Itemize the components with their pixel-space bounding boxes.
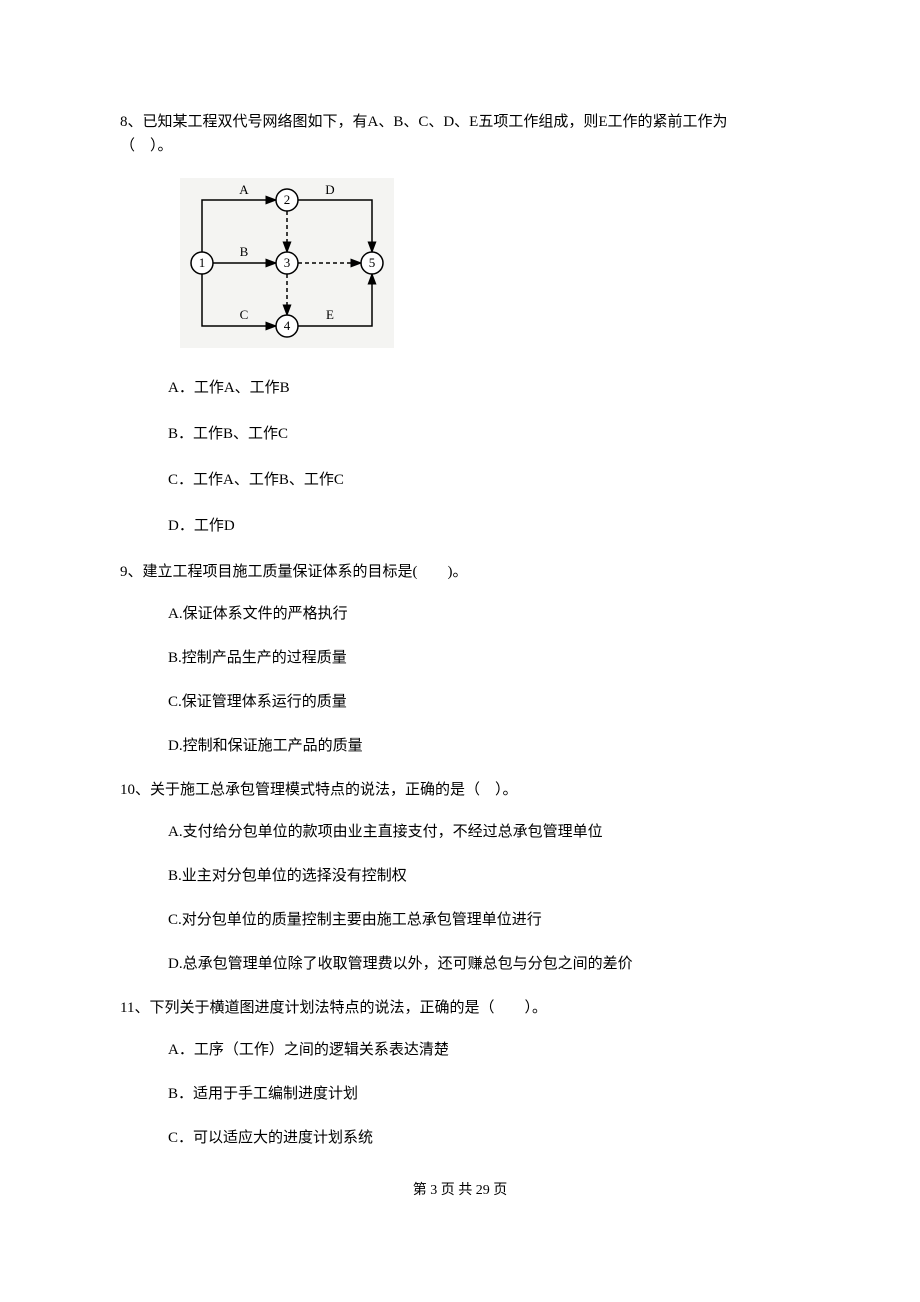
svg-text:4: 4 bbox=[284, 318, 291, 333]
q10-option-d: D.总承包管理单位除了收取管理费以外，还可赚总包与分包之间的差价 bbox=[168, 952, 800, 976]
q8-option-b: B．工作B、工作C bbox=[168, 422, 800, 446]
q10-stem: 10、关于施工总承包管理模式特点的说法，正确的是（ ）。 bbox=[120, 778, 800, 802]
q11-option-a: A．工序（工作）之间的逻辑关系表达清楚 bbox=[168, 1038, 800, 1062]
q9-option-c: C.保证管理体系运行的质量 bbox=[168, 690, 800, 714]
q10-option-b: B.业主对分包单位的选择没有控制权 bbox=[168, 864, 800, 888]
q11-option-c: C．可以适应大的进度计划系统 bbox=[168, 1126, 800, 1150]
q8-stem: 8、已知某工程双代号网络图如下，有A、B、C、D、E五项工作组成，则E工作的紧前… bbox=[120, 110, 800, 158]
q10-option-c: C.对分包单位的质量控制主要由施工总承包管理单位进行 bbox=[168, 908, 800, 932]
svg-text:B: B bbox=[240, 244, 249, 259]
q8-stem-line1: 8、已知某工程双代号网络图如下，有A、B、C、D、E五项工作组成，则E工作的紧前… bbox=[120, 114, 728, 130]
svg-text:1: 1 bbox=[199, 255, 206, 270]
q8-option-d: D．工作D bbox=[168, 514, 800, 538]
q8-diagram: A B C D E 1 2 3 4 5 bbox=[180, 178, 800, 348]
q11-stem: 11、下列关于横道图进度计划法特点的说法，正确的是（ ）。 bbox=[120, 996, 800, 1020]
q8-option-c: C．工作A、工作B、工作C bbox=[168, 468, 800, 492]
q11-option-b: B．适用于手工编制进度计划 bbox=[168, 1082, 800, 1106]
q8-option-a: A．工作A、工作B bbox=[168, 376, 800, 400]
svg-text:E: E bbox=[326, 307, 334, 322]
svg-text:D: D bbox=[325, 182, 334, 197]
svg-text:2: 2 bbox=[284, 192, 291, 207]
q10-option-a: A.支付给分包单位的款项由业主直接支付，不经过总承包管理单位 bbox=[168, 820, 800, 844]
q8-stem-line2: （ ）。 bbox=[120, 138, 173, 154]
svg-text:3: 3 bbox=[284, 255, 291, 270]
network-diagram: A B C D E 1 2 3 4 5 bbox=[180, 178, 394, 348]
page: 8、已知某工程双代号网络图如下，有A、B、C、D、E五项工作组成，则E工作的紧前… bbox=[0, 0, 920, 1242]
svg-text:A: A bbox=[239, 182, 249, 197]
q9-option-d: D.控制和保证施工产品的质量 bbox=[168, 734, 800, 758]
q9-option-a: A.保证体系文件的严格执行 bbox=[168, 602, 800, 626]
q9-stem: 9、建立工程项目施工质量保证体系的目标是( )。 bbox=[120, 560, 800, 584]
page-footer: 第 3 页 共 29 页 bbox=[120, 1180, 800, 1202]
svg-text:C: C bbox=[240, 307, 249, 322]
svg-text:5: 5 bbox=[369, 255, 376, 270]
q9-option-b: B.控制产品生产的过程质量 bbox=[168, 646, 800, 670]
